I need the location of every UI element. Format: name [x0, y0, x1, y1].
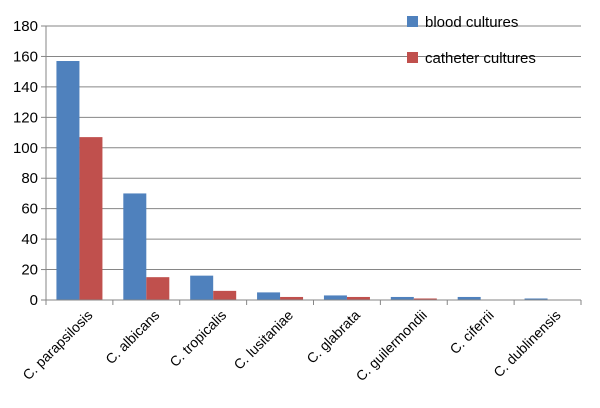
- y-tick-labels: 0 20 40 60 80 100 120 140 160 180: [13, 18, 38, 309]
- bar-blood-0: [56, 61, 80, 301]
- y-tick-label: 60: [21, 201, 38, 218]
- bar-blood-3: [257, 292, 281, 300]
- y-tick-label: 0: [30, 292, 38, 309]
- bar-catheter-4: [346, 296, 370, 300]
- legend-swatch-catheter: [407, 52, 418, 63]
- bar-catheter-1: [146, 277, 170, 300]
- bar-blood-5: [390, 296, 414, 300]
- x-category-label: C. tropicalis: [166, 307, 229, 370]
- bars: [56, 61, 548, 301]
- bar-blood-1: [123, 193, 147, 300]
- bar-catheter-3: [280, 296, 304, 300]
- bar-blood-7: [524, 298, 548, 300]
- x-category-labels: C. parapsilosis C. albicans C. tropicalis C…: [19, 307, 563, 384]
- x-category-label: C. parapsilosis: [19, 307, 95, 383]
- bar-catheter-2: [213, 290, 237, 300]
- legend-swatch-blood: [407, 16, 418, 27]
- bar-catheter-0: [79, 137, 103, 300]
- bar-blood-6: [457, 296, 481, 300]
- bar-catheter-5: [413, 298, 437, 300]
- y-tick-label: 160: [13, 48, 38, 65]
- legend: blood cultures catheter cultures: [407, 14, 536, 67]
- y-tick-label: 180: [13, 18, 38, 35]
- y-tick-label: 80: [21, 170, 38, 187]
- x-category-label: C. ciferrii: [446, 307, 496, 357]
- axes: [45, 26, 582, 305]
- x-category-label: C. guilermondii: [353, 307, 430, 384]
- y-tick-label: 140: [13, 79, 38, 96]
- x-category-label: C. lusitaniae: [230, 307, 296, 373]
- x-category-label: C. dublinensis: [490, 307, 563, 380]
- gridlines: [41, 25, 581, 301]
- legend-label-blood: blood cultures: [425, 14, 518, 31]
- y-tick-label: 40: [21, 231, 38, 248]
- y-tick-label: 100: [13, 140, 38, 157]
- x-category-label: C. glabrata: [303, 307, 363, 367]
- legend-label-catheter: catheter cultures: [425, 50, 536, 67]
- x-category-label: C. albicans: [102, 307, 162, 367]
- bar-blood-4: [323, 295, 347, 300]
- bar-blood-2: [190, 275, 214, 300]
- y-tick-label: 20: [21, 262, 38, 279]
- y-tick-label: 120: [13, 109, 38, 126]
